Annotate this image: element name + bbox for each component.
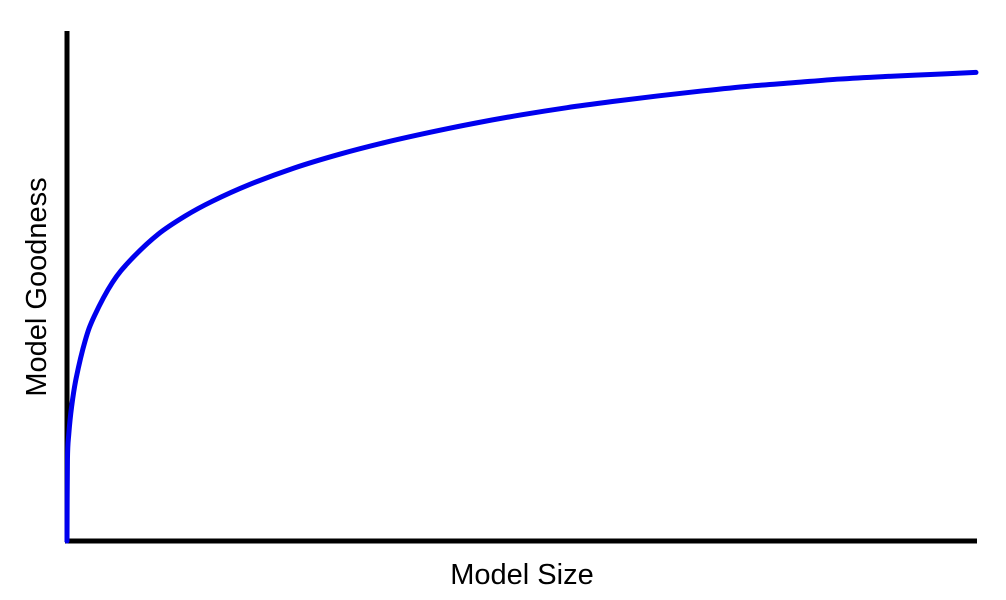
series-line-0 bbox=[64, 69, 979, 544]
y-axis-label: Model Goodness bbox=[21, 177, 53, 396]
x-axis-label: Model Size bbox=[450, 559, 593, 591]
series-layer bbox=[64, 69, 979, 544]
